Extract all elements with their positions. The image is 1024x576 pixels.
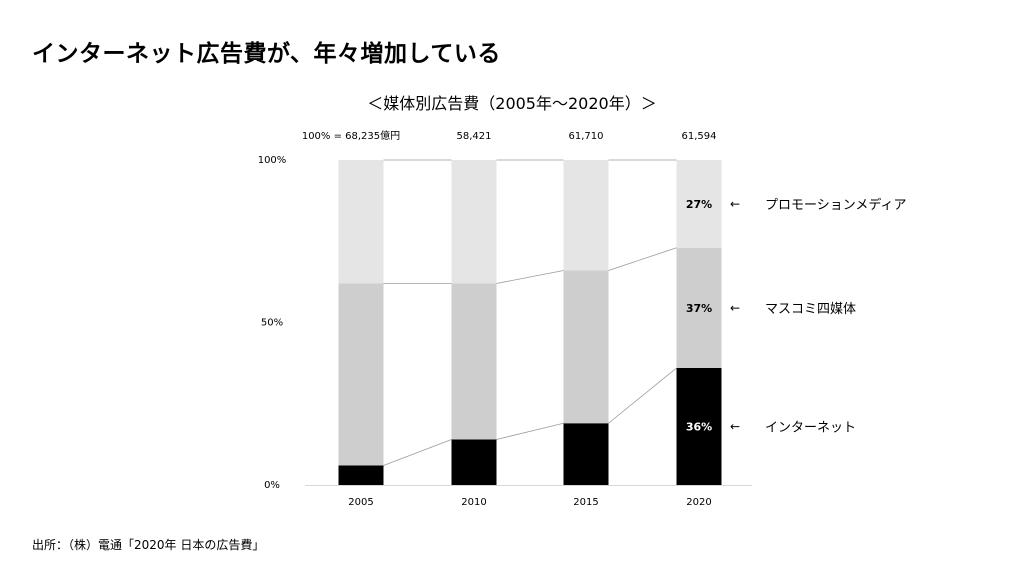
bar-segment-3: [451, 160, 497, 284]
x-tick-label: 2005: [348, 497, 373, 508]
bar-segment-2: [338, 283, 384, 466]
total-label: 61,710: [569, 131, 604, 142]
x-tick-label: 2010: [461, 497, 486, 508]
legend-label: インターネット: [765, 421, 856, 436]
legend-label: マスコミ四媒体: [765, 302, 856, 317]
data-label: 36%: [686, 421, 712, 434]
legend-arrow: ←: [730, 301, 740, 315]
total-label: 100% = 68,235億円: [302, 129, 400, 142]
x-tick-label: 2020: [686, 497, 711, 508]
bar-segment-1: [676, 368, 722, 485]
connector-line: [608, 247, 677, 271]
bar-segment-1: [451, 439, 497, 485]
bar-segment-3: [676, 160, 722, 248]
connector-line: [496, 422, 564, 440]
bar-segment-2: [563, 270, 609, 424]
connector-line: [608, 367, 677, 424]
legend-label: プロモーションメディア: [765, 197, 906, 213]
legend-arrow: ←: [730, 197, 740, 211]
bar-segment-3: [338, 160, 384, 284]
source-note: 出所：（株）電通「2020年 日本の広告費」: [32, 538, 265, 552]
chart-title: ＜媒体別広告費（2005年〜2020年）＞: [367, 94, 657, 113]
bar-segment-1: [338, 465, 384, 485]
data-label: 27%: [686, 198, 712, 211]
legend-arrow: ←: [730, 420, 740, 434]
y-tick-label: 0%: [264, 480, 280, 491]
bar-segment-2: [451, 283, 497, 440]
x-tick-label: 2015: [573, 497, 598, 508]
y-tick-label: 100%: [258, 155, 287, 166]
total-label: 61,594: [682, 131, 717, 142]
slide-title: インターネット広告費が、年々増加している: [32, 41, 501, 67]
connector-line: [496, 270, 564, 284]
data-label: 37%: [686, 302, 712, 315]
bar-segment-1: [563, 423, 609, 485]
connector-line: [383, 439, 452, 466]
total-label: 58,421: [457, 131, 492, 142]
y-tick-label: 50%: [261, 318, 283, 329]
bar-segment-2: [676, 247, 722, 368]
bar-segment-3: [563, 160, 609, 271]
